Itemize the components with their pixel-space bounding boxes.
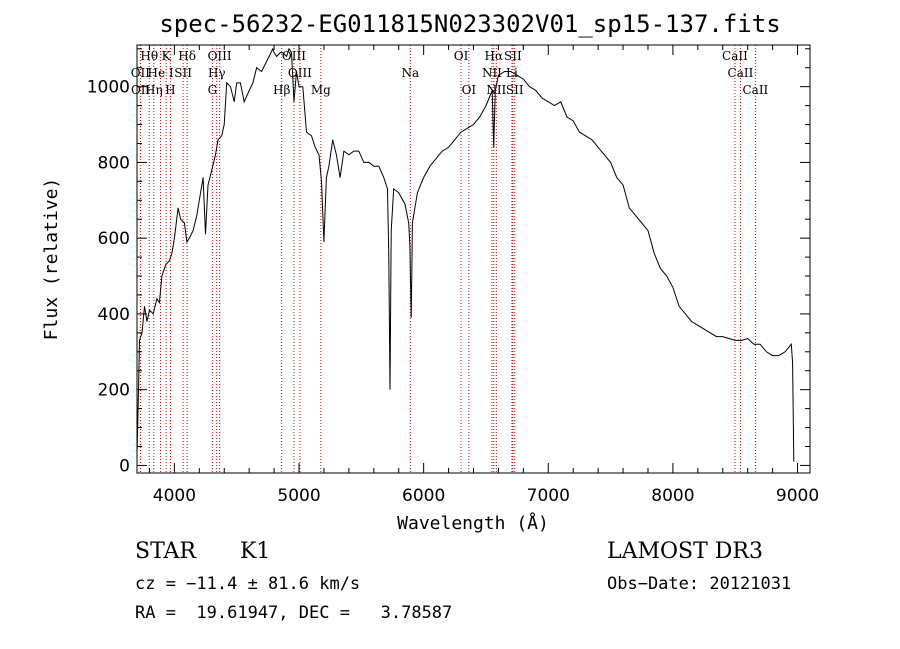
spectrum-series <box>136 47 795 462</box>
x-tick-label: 4000 <box>153 486 196 506</box>
spectral-line-label: Hγ <box>208 66 226 80</box>
x-tick-label: 7000 <box>527 486 570 506</box>
observation-date: Obs−Date: 20121031 <box>607 574 792 594</box>
y-tick-label: 800 <box>98 153 130 173</box>
spectral-line-label: OIII <box>288 66 312 80</box>
spectral-line-label: SII <box>506 83 524 97</box>
x-tick-label: 5000 <box>277 486 320 506</box>
spectral-line-label: OI <box>462 83 477 97</box>
x-axis-ticks: 4000 5000 6000 7000 8000 9000 <box>148 45 819 506</box>
object-subclass: K1 <box>240 539 271 564</box>
spectral-line-label: Hη <box>145 83 163 97</box>
spectral-line-label: Mg <box>311 83 331 97</box>
spectral-line-label: OI <box>454 49 469 63</box>
x-axis-label: Wavelength (Å) <box>397 512 549 534</box>
x-tick-label: 8000 <box>651 486 694 506</box>
spectral-line-label: K <box>162 49 172 63</box>
spectral-line-label: G <box>208 83 218 97</box>
y-axis-ticks: 0 200 400 600 800 1000 <box>87 48 810 476</box>
y-tick-label: 200 <box>98 381 130 401</box>
x-tick-label: 6000 <box>402 486 445 506</box>
spectral-line-label: Hβ <box>273 83 290 97</box>
spectral-line-label: SII <box>174 66 192 80</box>
spectral-line-label: Na <box>401 66 419 80</box>
survey-name: LAMOST DR3 <box>607 539 763 564</box>
chart-title: spec-56232-EG011815N023302V01_sp15-137.f… <box>159 10 780 38</box>
spectral-line-label: H <box>165 83 175 97</box>
spectral-line-label: He I <box>147 66 173 80</box>
spectral-line-label: OII <box>131 66 151 80</box>
spectral-line-label: Hθ <box>140 49 158 63</box>
y-tick-label: 0 <box>119 456 130 476</box>
plot-frame <box>136 44 811 474</box>
spectral-line-label: Hα <box>485 49 504 63</box>
spectral-line-markers <box>139 45 756 473</box>
ra-dec-coordinates: RA = 19.61947, DEC = 3.78587 <box>135 603 453 623</box>
object-class: STAR <box>135 539 196 564</box>
spectral-line-label: Hδ <box>178 49 196 63</box>
spectral-line-label: OIII <box>208 49 232 63</box>
spectral-line-label: CaII <box>742 83 768 97</box>
y-tick-label: 400 <box>98 305 130 325</box>
spectral-line-label: SII <box>504 49 522 63</box>
x-tick-label: 9000 <box>776 486 819 506</box>
spectral-line-label: Li <box>506 66 518 80</box>
spectral-line-label: CaII <box>722 49 748 63</box>
spectral-line-label: CaII <box>728 66 754 80</box>
y-tick-label: 1000 <box>87 78 130 98</box>
spectral-line-label: NII <box>482 66 502 80</box>
redshift-velocity: cz = −11.4 ± 81.6 km/s <box>135 574 361 594</box>
y-axis-label: Flux (relative) <box>41 178 62 341</box>
y-tick-label: 600 <box>98 229 130 249</box>
